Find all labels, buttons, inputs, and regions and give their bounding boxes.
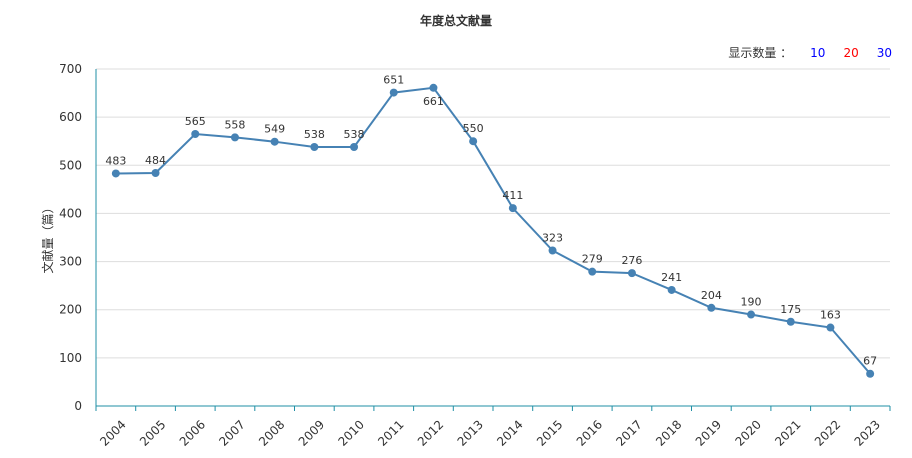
display-count-selector: 显示数量 ： 10 20 30 [728,44,892,61]
data-label: 484 [145,154,166,167]
y-tick-label: 0 [74,399,82,413]
y-tick-label: 400 [59,206,82,220]
x-tick-label: 2020 [732,417,763,448]
data-point [548,246,557,255]
x-tick-label: 2013 [455,417,486,448]
data-label: 483 [105,154,126,167]
data-point [270,137,279,146]
data-point [627,269,636,278]
data-label: 538 [304,128,325,141]
data-label: 279 [582,253,603,266]
x-tick-label: 2011 [375,417,406,448]
data-label: 67 [863,355,877,368]
y-tick-label: 700 [59,62,82,76]
x-tick-label: 2004 [97,417,128,448]
data-point [350,142,359,151]
x-tick-label: 2019 [693,417,724,448]
data-label: 175 [780,303,801,316]
x-tick-label: 2017 [613,417,644,448]
x-tick-label: 2006 [177,417,208,448]
data-point [866,369,875,378]
x-tick-label: 2023 [852,417,883,448]
x-tick-label: 2010 [335,417,366,448]
data-label: 538 [344,128,365,141]
data-point [230,133,239,142]
x-tick-label: 2012 [415,417,446,448]
series-line [115,86,871,375]
x-tick-label: 2008 [256,417,287,448]
display-count-option-20[interactable]: 20 [843,45,859,60]
display-count-option-10[interactable]: 10 [810,45,826,60]
data-label: 651 [383,74,404,87]
data-label: 411 [502,189,523,202]
data-point [508,204,517,213]
data-point [191,129,200,138]
data-point [667,285,676,294]
y-tick-label: 600 [59,110,82,124]
data-point [469,137,478,146]
data-label: 550 [463,122,484,135]
data-point [310,142,319,151]
x-tick-label: 2009 [296,417,327,448]
y-tick-label: 200 [59,303,82,317]
x-tick-label: 2007 [216,417,247,448]
data-label: 565 [185,115,206,128]
data-label: 323 [542,231,563,244]
data-label: 190 [741,296,762,309]
data-point [111,169,120,178]
data-point [588,267,597,276]
y-tick-label: 500 [59,158,82,172]
y-axis-title: 文献量（篇） [40,201,55,273]
x-tick-label: 2005 [137,417,168,448]
data-point [151,168,160,177]
data-point [786,317,795,326]
x-tick-label: 2022 [812,417,843,448]
data-label: 276 [621,254,642,267]
data-label: 163 [820,309,841,322]
data-label: 549 [264,123,285,136]
x-tick-label: 2015 [534,417,565,448]
display-count-label: 显示数量 ： [728,46,793,60]
x-tick-label: 2021 [772,417,803,448]
display-count-option-30[interactable]: 30 [876,45,892,60]
y-tick-label: 300 [59,255,82,269]
data-point [429,83,438,92]
data-label: 661 [423,95,444,108]
data-point [707,303,716,312]
y-tick-label: 100 [59,351,82,365]
data-point [826,323,835,332]
x-tick-label: 2016 [574,417,605,448]
x-tick-label: 2018 [653,417,684,448]
x-tick-label: 2014 [494,417,525,448]
data-label: 241 [661,271,682,284]
data-label: 558 [224,118,245,131]
data-label: 204 [701,289,722,302]
data-point [747,310,756,319]
chart-title: 年度总文献量 [419,14,492,28]
data-point [389,88,398,97]
